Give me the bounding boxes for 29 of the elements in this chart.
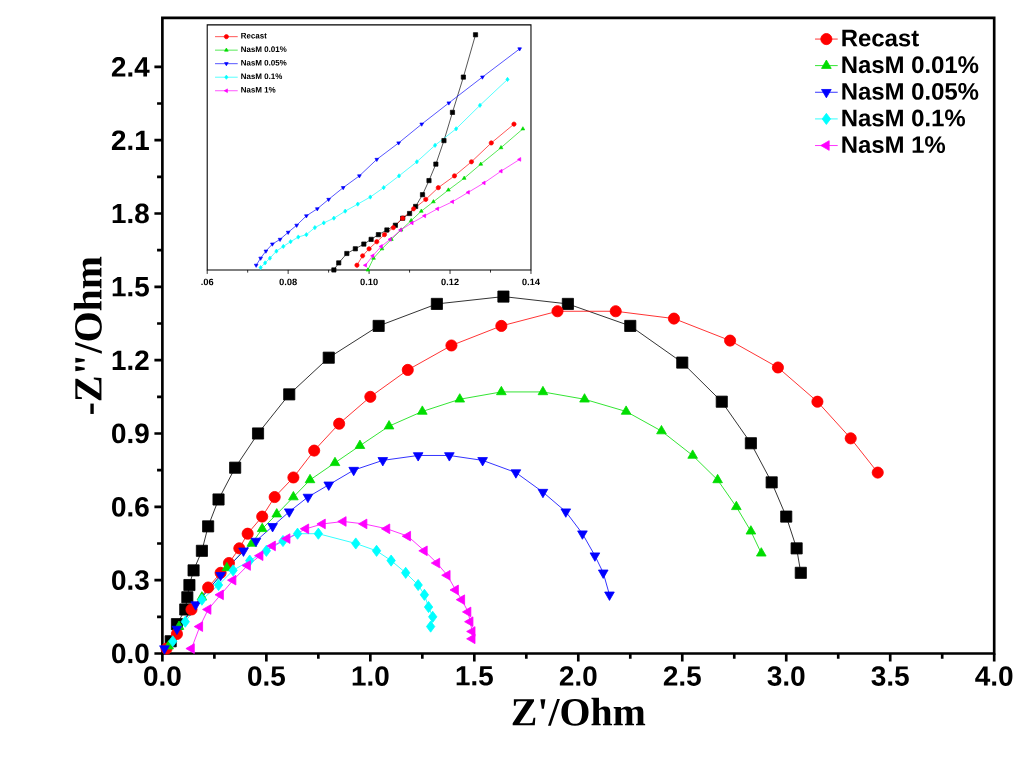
legend-label: NasM 1%: [842, 136, 946, 154]
x-tick-label: 2.0: [559, 666, 597, 686]
x-tick-label: 3.0: [767, 666, 805, 686]
x-tick-label: 4.0: [975, 666, 1013, 686]
y-tick-label: 0.0: [112, 643, 149, 664]
x-tick-label: 0.12: [441, 278, 459, 286]
y-tick-label: 1.2: [112, 350, 149, 370]
y-tick-label: 1.8: [112, 203, 149, 224]
x-tick-label: 0.5: [248, 666, 285, 686]
x-tick-label: 1.0: [352, 666, 389, 686]
x-tick-label: 0.10: [360, 278, 378, 286]
legend-label: NasM 0.1%: [842, 109, 965, 127]
y-tick-label: 0.3: [112, 570, 149, 591]
x-tick-label: 0.14: [522, 278, 540, 286]
x-tick-label: 3.5: [871, 666, 909, 686]
legend-label: NasM 0.01%: [842, 56, 979, 74]
y-tick-label: 2.1: [111, 130, 149, 150]
x-tick-label: .06: [201, 278, 214, 286]
y-tick-label: 2.4: [111, 57, 150, 77]
x-axis-title: Z'/Ohm: [512, 697, 646, 726]
y-axis-title: -Z"/Ohm: [73, 256, 102, 414]
legend-label: NasM 0.05%: [842, 82, 979, 100]
x-tick-label: 0.08: [279, 278, 297, 286]
x-tick-label: 2.5: [663, 666, 701, 686]
y-tick-label: 0.6: [112, 496, 149, 517]
x-tick-label: 1.5: [456, 666, 493, 686]
x-tick-label: 0.0: [144, 666, 181, 686]
legend-label: Recast: [842, 29, 919, 47]
y-tick-label: 0.9: [112, 423, 149, 444]
